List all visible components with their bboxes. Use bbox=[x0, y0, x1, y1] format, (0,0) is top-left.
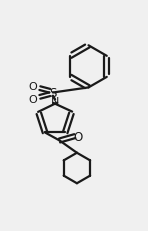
Text: O: O bbox=[29, 95, 37, 105]
Text: O: O bbox=[29, 81, 37, 91]
Text: N: N bbox=[51, 97, 59, 107]
Text: S: S bbox=[49, 87, 57, 100]
Text: O: O bbox=[74, 130, 83, 143]
